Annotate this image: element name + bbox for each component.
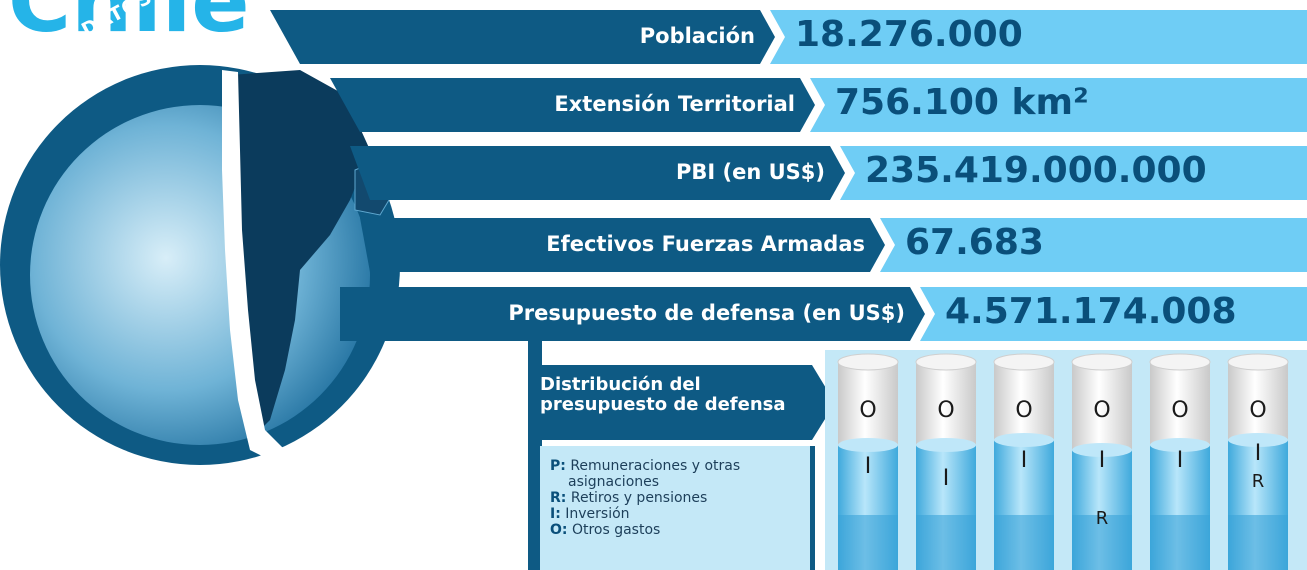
fact-value: 4.571.174.008	[945, 291, 1237, 332]
legend: P: Remuneraciones y otras asignaciones R:…	[550, 458, 800, 538]
cylinder-cap	[993, 353, 1055, 371]
fact-value: 756.100 km²	[835, 82, 1089, 123]
fact-value: 235.419.000.000	[865, 150, 1207, 191]
cylinder-lower	[838, 515, 898, 570]
cylinder-bottom-label: R	[1095, 508, 1109, 529]
cylinder-middle-label: I	[1176, 448, 1184, 473]
cylinder-white	[838, 362, 898, 445]
legend-item: I: Inversión	[550, 506, 800, 522]
legend-item: P: Remuneraciones y otras asignaciones	[550, 458, 800, 490]
cylinder-cap	[1149, 353, 1211, 371]
distribution-arrow	[528, 365, 835, 440]
legend-text: Inversión	[565, 506, 630, 522]
cylinder-lower	[1228, 515, 1288, 570]
cylinder-middle-label: I	[1020, 448, 1028, 473]
legend-box	[540, 446, 815, 570]
cylinder-white	[916, 362, 976, 445]
cylinder-lower	[994, 515, 1054, 570]
cylinder-top-label: O	[937, 398, 955, 423]
cylinder-top-label: O	[1015, 398, 1033, 423]
legend-edge	[810, 446, 815, 570]
legend-key: I:	[550, 506, 561, 522]
fact-label: PBI (en US$)	[675, 160, 825, 184]
cylinder-white	[1072, 362, 1132, 450]
map-land	[230, 70, 370, 440]
title: Chile	[8, 0, 250, 52]
cylinder-white-end	[1150, 438, 1210, 452]
cylinder-white-end	[916, 438, 976, 452]
cylinder-white-end	[838, 438, 898, 452]
cylinder-white	[994, 362, 1054, 440]
cylinder-top-label: O	[1171, 398, 1189, 423]
legend-key: P:	[550, 458, 566, 474]
fact-value: 67.683	[905, 222, 1044, 263]
cylinder-cap	[1227, 353, 1289, 371]
cylinder-middle-label: I	[942, 466, 950, 491]
fact-ribbons	[270, 10, 1307, 341]
cylinder-cap	[837, 353, 899, 371]
distribution-title: Distribución del presupuesto de defensa	[540, 374, 786, 415]
cylinder-lower	[916, 515, 976, 570]
cylinder-white-end	[1072, 443, 1132, 457]
legend-item: O: Otros gastos	[550, 522, 800, 538]
cylinder-bottom-label: R	[1251, 471, 1265, 492]
cylinder-white-end	[1228, 433, 1288, 447]
fact-label: Efectivos Fuerzas Armadas	[546, 232, 865, 256]
fact-label: Presupuesto de defensa (en US$)	[508, 301, 905, 325]
legend-text: Retiros y pensiones	[570, 490, 708, 506]
fact-value: 18.276.000	[795, 14, 1023, 55]
cylinder-lower	[1072, 515, 1132, 570]
legend-key: R:	[550, 490, 567, 506]
cylinder-cap	[1071, 353, 1133, 371]
legend-text: Remuneraciones y otras asignaciones	[568, 458, 741, 490]
map-chile	[222, 70, 285, 460]
cylinder-top-label: O	[859, 398, 877, 423]
cylinders	[837, 353, 1289, 570]
fact-label: Extensión Territorial	[554, 92, 795, 116]
fact-label: Población	[639, 24, 755, 48]
cylinder-lower	[1150, 515, 1210, 570]
cylinder-white	[1228, 362, 1288, 440]
legend-text: Otros gastos	[571, 522, 661, 538]
legend-key: O:	[550, 522, 568, 538]
legend-item: R: Retiros y pensiones	[550, 490, 800, 506]
cylinder-middle-label: I	[864, 454, 872, 479]
cylinder-white	[1150, 362, 1210, 445]
cylinder-white-end	[994, 433, 1054, 447]
cylinder-cap	[915, 353, 977, 371]
cylinder-top-label: O	[1249, 398, 1267, 423]
cylinder-panel	[825, 350, 1307, 570]
cylinder-top-label: O	[1093, 398, 1111, 423]
cylinder-middle-label: I	[1098, 448, 1106, 473]
cylinder-middle-label: I	[1254, 441, 1262, 466]
